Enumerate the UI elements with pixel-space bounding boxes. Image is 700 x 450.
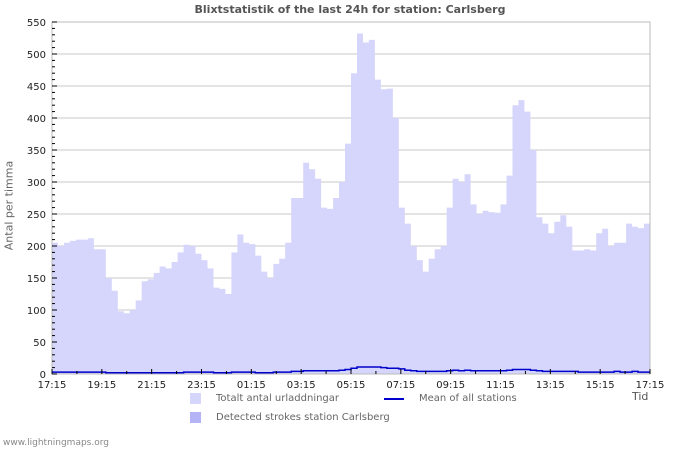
legend-swatch-detected <box>190 412 201 423</box>
x-tick-label: 07:15 <box>386 380 415 390</box>
x-tick-label: 17:15 <box>636 380 665 390</box>
x-tick-label: 03:15 <box>287 380 316 390</box>
y-tick-label: 200 <box>27 242 46 253</box>
x-tick-label: 17:15 <box>38 380 67 390</box>
total-discharges-area <box>52 33 650 374</box>
y-tick-label: 100 <box>27 306 46 317</box>
x-tick-label: 05:15 <box>337 380 366 390</box>
legend-item-detected: Detected strokes station Carlsberg <box>190 412 390 423</box>
legend-label-mean: Mean of all stations <box>419 393 517 404</box>
y-tick-label: 150 <box>27 274 46 285</box>
chart-title: Blixtstatistik of the last 24h for stati… <box>194 3 506 16</box>
x-tick-label: 01:15 <box>237 380 266 390</box>
legend-item-total: Totalt antal urladdningar <box>190 393 339 404</box>
x-tick-label: 11:15 <box>486 380 515 390</box>
y-tick-label: 0 <box>40 370 46 381</box>
x-axis-unit: Tid <box>632 390 649 403</box>
legend-item-mean: Mean of all stations <box>384 393 517 404</box>
mean-all-stations-line <box>52 366 650 374</box>
y-axis-ticks: 0 50 100 150 200 250 300 350 400 450 500 550 <box>27 18 57 381</box>
footer-site-link[interactable]: www.lightningmaps.org <box>3 438 109 448</box>
x-tick-label: 23:15 <box>187 380 216 390</box>
legend-swatch-mean <box>384 397 404 400</box>
y-tick-label: 350 <box>27 146 46 157</box>
y-tick-label: 400 <box>27 114 46 125</box>
legend-swatch-total <box>190 393 201 404</box>
x-tick-label: 19:15 <box>87 380 116 390</box>
y-tick-label: 250 <box>27 210 46 221</box>
y-tick-label: 500 <box>27 50 46 61</box>
x-tick-label: 21:15 <box>137 380 166 390</box>
legend-label-total: Totalt antal urladdningar <box>216 393 340 404</box>
y-tick-label: 50 <box>33 338 46 349</box>
x-tick-label: 15:15 <box>586 380 615 390</box>
y-tick-label: 450 <box>27 82 46 93</box>
legend-label-detected: Detected strokes station Carlsberg <box>216 412 390 423</box>
x-tick-label: 09:15 <box>436 380 465 390</box>
x-axis-ticks: 17:15 19:15 21:15 23:15 01:15 03:15 05:15 07:15… <box>38 369 665 390</box>
y-tick-label: 300 <box>27 178 46 189</box>
y-tick-label: 550 <box>27 18 46 29</box>
x-tick-label: 13:15 <box>536 380 565 390</box>
